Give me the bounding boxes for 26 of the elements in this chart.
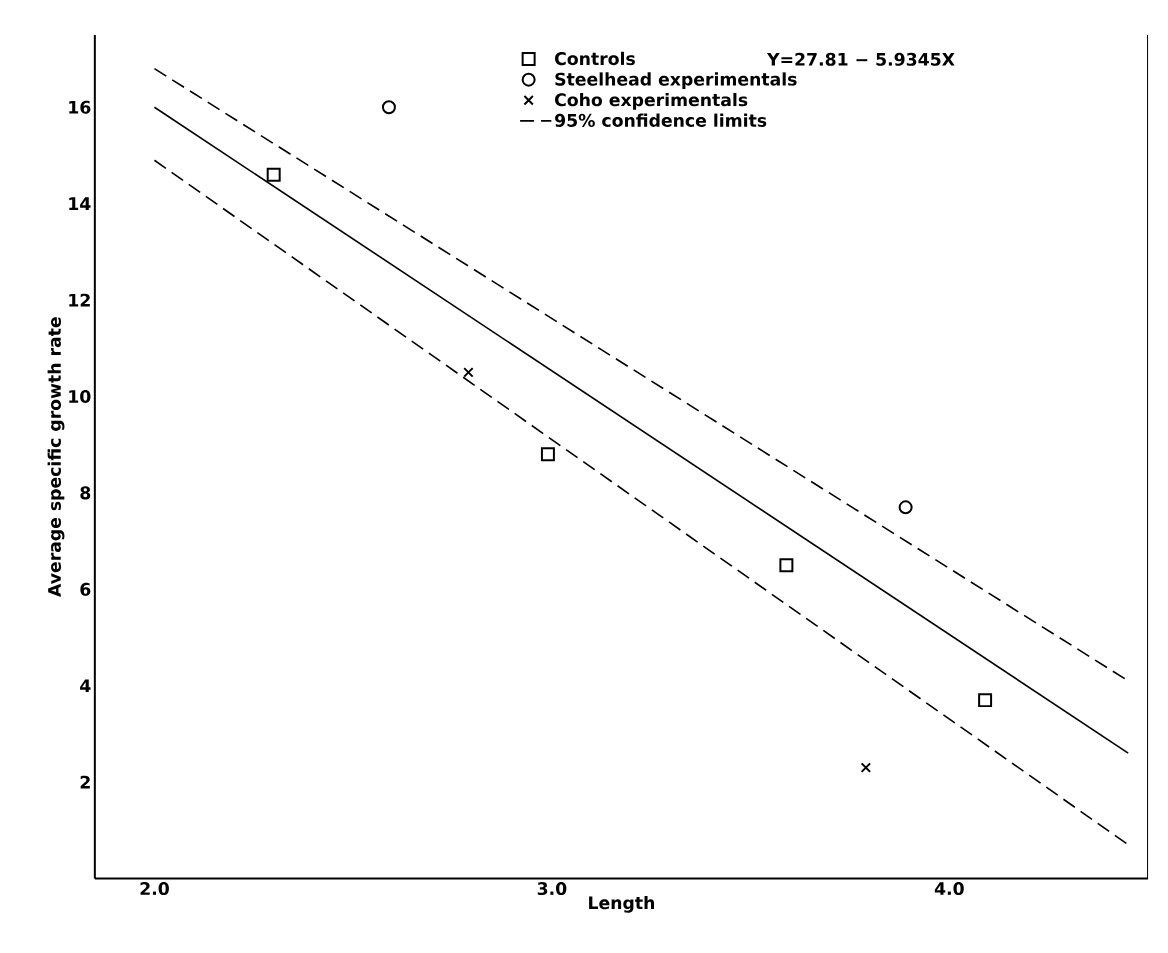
- point: [266, 167, 281, 182]
- point: [540, 447, 555, 462]
- point: [779, 558, 794, 572]
- y-tick-label: 12: [69, 293, 90, 307]
- y-tick-label: 14: [69, 197, 91, 210]
- y-tick-label: 8: [80, 486, 91, 500]
- point: [898, 500, 913, 515]
- y-tick-label: 6: [80, 582, 91, 596]
- x-tick-label: 2.0: [140, 881, 169, 895]
- x-tick-label: 4.0: [934, 881, 964, 895]
- y-tick-label: 4: [80, 679, 91, 692]
- y-tick-label: 10: [69, 389, 91, 403]
- legend-label: Steelhead experimentals: [555, 72, 797, 89]
- point: [463, 366, 474, 378]
- y-tick-label: 2: [80, 775, 90, 789]
- x-tick-label: 3.0: [537, 881, 567, 895]
- x-axis-title: Length: [589, 895, 655, 913]
- y-axis-title: Average specific growth rate: [47, 317, 65, 597]
- legend-label: Coho experimentals: [555, 92, 748, 110]
- legend-label: 95% confidence limits: [555, 113, 767, 127]
- annotation: Y=27.81 − 5.9345X: [766, 52, 955, 66]
- y-tick-label: 16: [69, 100, 91, 114]
- legend-label: Controls: [555, 51, 635, 65]
- point: [978, 692, 993, 707]
- point: [860, 762, 872, 773]
- point: [381, 100, 396, 115]
